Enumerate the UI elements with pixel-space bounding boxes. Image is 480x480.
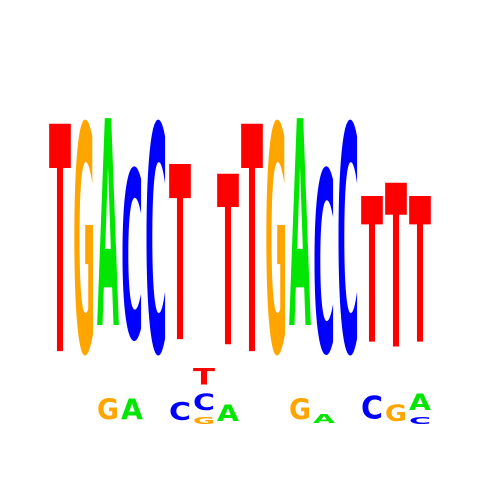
letter-G-pos-11: G [289, 395, 311, 427]
letter-G-pos-7: G [193, 415, 215, 426]
letter-T-pos-6: T [169, 118, 191, 397]
letter-A-pos-8: A [217, 400, 239, 426]
letter-A-pos-4: A [121, 393, 143, 426]
logo-column-11: GA [289, 62, 311, 427]
letter-A-pos-3: A [97, 62, 119, 393]
logo-column-2: G [73, 62, 95, 426]
logo-column-5: C [145, 63, 167, 426]
letter-A-pos-16: A [409, 389, 431, 415]
letter-T-pos-16: T [409, 156, 431, 389]
logo-column-13: C [337, 63, 359, 426]
letter-C-pos-5: C [145, 63, 167, 426]
logo-column-1: T [49, 63, 71, 426]
letter-T-pos-9: T [241, 63, 263, 426]
logo-column-12: AC [313, 120, 335, 427]
letter-G-pos-10: G [265, 62, 287, 426]
letter-T-pos-7: T [193, 364, 215, 389]
letter-C-pos-6: C [169, 396, 191, 426]
logo-column-14: CT [361, 156, 383, 427]
logo-column-16: CAT [409, 156, 431, 426]
letter-A-pos-12: A [313, 412, 335, 426]
letter-C-pos-13: C [337, 63, 359, 426]
logo-column-8: AT [217, 129, 239, 426]
letter-A-pos-11: A [289, 62, 311, 393]
logo-column-9: T [241, 63, 263, 426]
logo-column-7: GCT [193, 364, 215, 426]
letter-T-pos-14: T [361, 156, 383, 389]
logo-column-15: GT [385, 138, 407, 426]
letter-C-pos-12: C [313, 120, 335, 411]
letter-C-pos-16: C [409, 415, 431, 426]
letter-T-pos-1: T [49, 63, 71, 426]
letter-T-pos-15: T [385, 138, 407, 400]
letter-T-pos-8: T [217, 129, 239, 401]
letter-G-pos-15: G [385, 400, 407, 426]
letter-G-pos-2: G [73, 62, 95, 426]
letter-G-pos-3: G [97, 395, 119, 427]
letter-C-pos-14: C [361, 391, 383, 427]
logo-column-3: GA [97, 62, 119, 427]
letter-C-pos-4: C [121, 123, 143, 392]
logo-column-6: CT [169, 118, 191, 427]
letter-C-pos-7: C [193, 391, 215, 416]
logo-column-4: AC [121, 123, 143, 426]
logo-column-10: G [265, 62, 287, 426]
